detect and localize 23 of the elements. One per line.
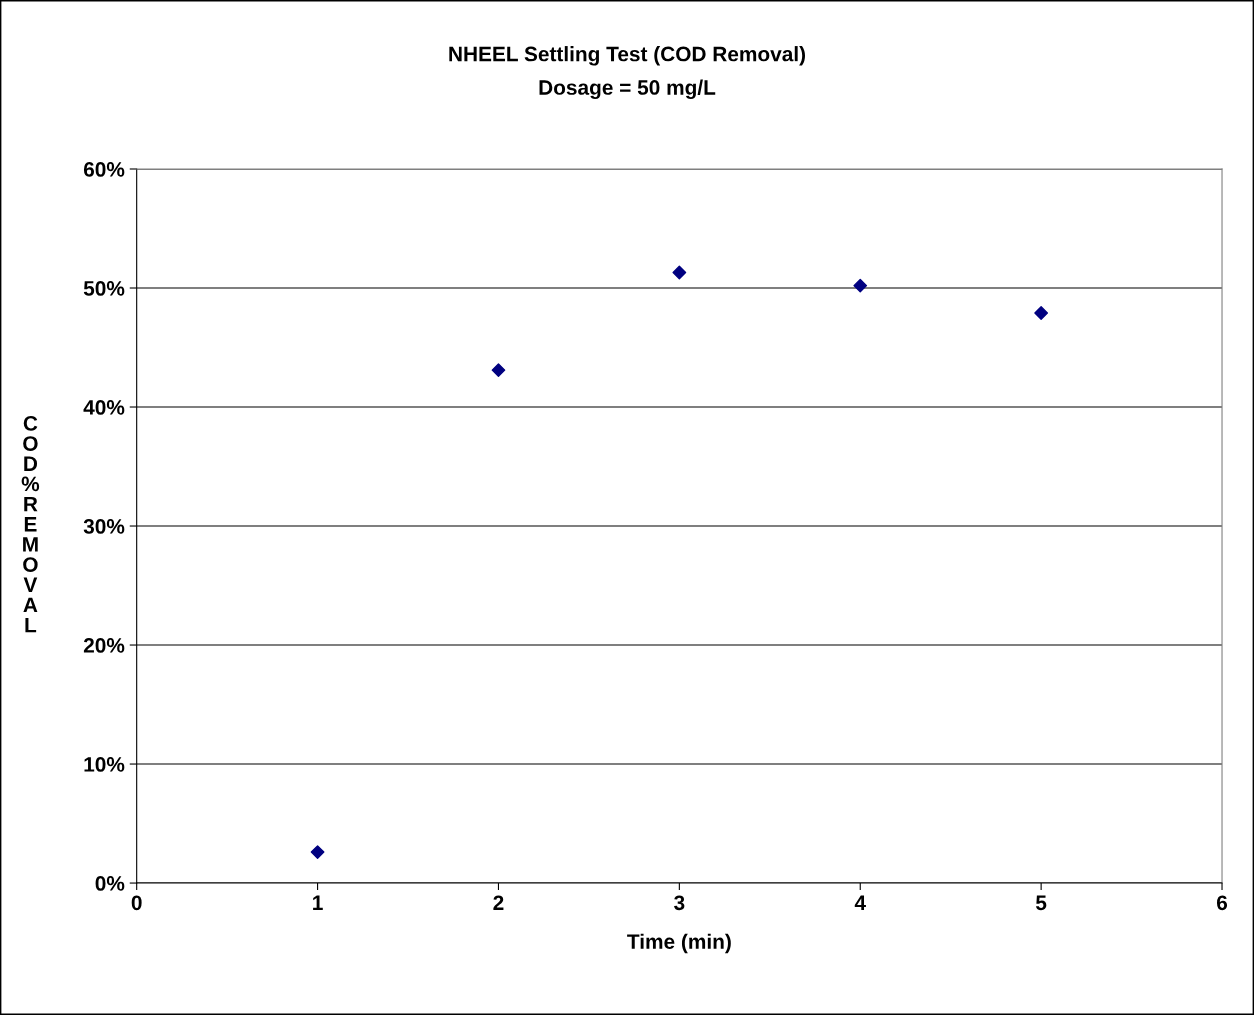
point xyxy=(853,278,868,293)
point xyxy=(491,363,506,378)
y-tick-label: 40% xyxy=(83,400,125,415)
x-tick-label: 5 xyxy=(1035,895,1047,911)
x-tick-label: 0 xyxy=(131,895,142,911)
y-tick-label: 50% xyxy=(83,281,125,296)
chart-subtitle: Dosage = 50 mg/L xyxy=(539,79,716,100)
point xyxy=(310,845,325,860)
point xyxy=(672,265,687,280)
x-axis-title: Time (min) xyxy=(627,933,731,954)
text: COD%REMOVAL xyxy=(21,415,40,633)
chart-title: NHEEL Settling Test (COD Removal) xyxy=(449,46,806,66)
x-tick-label: 1 xyxy=(313,895,323,910)
y-tick-label: 0% xyxy=(95,876,125,891)
y-tick-label: 10% xyxy=(84,757,125,772)
y-tick-label: 60% xyxy=(83,162,125,177)
y-tick-label: 20% xyxy=(83,638,125,653)
x-tick-label: 3 xyxy=(674,895,685,911)
point xyxy=(1034,306,1049,320)
x-tick-label: 4 xyxy=(854,895,866,910)
x-tick-label: 2 xyxy=(493,895,504,910)
y-tick-label: 30% xyxy=(83,519,125,534)
x-tick-label: 6 xyxy=(1216,895,1228,911)
